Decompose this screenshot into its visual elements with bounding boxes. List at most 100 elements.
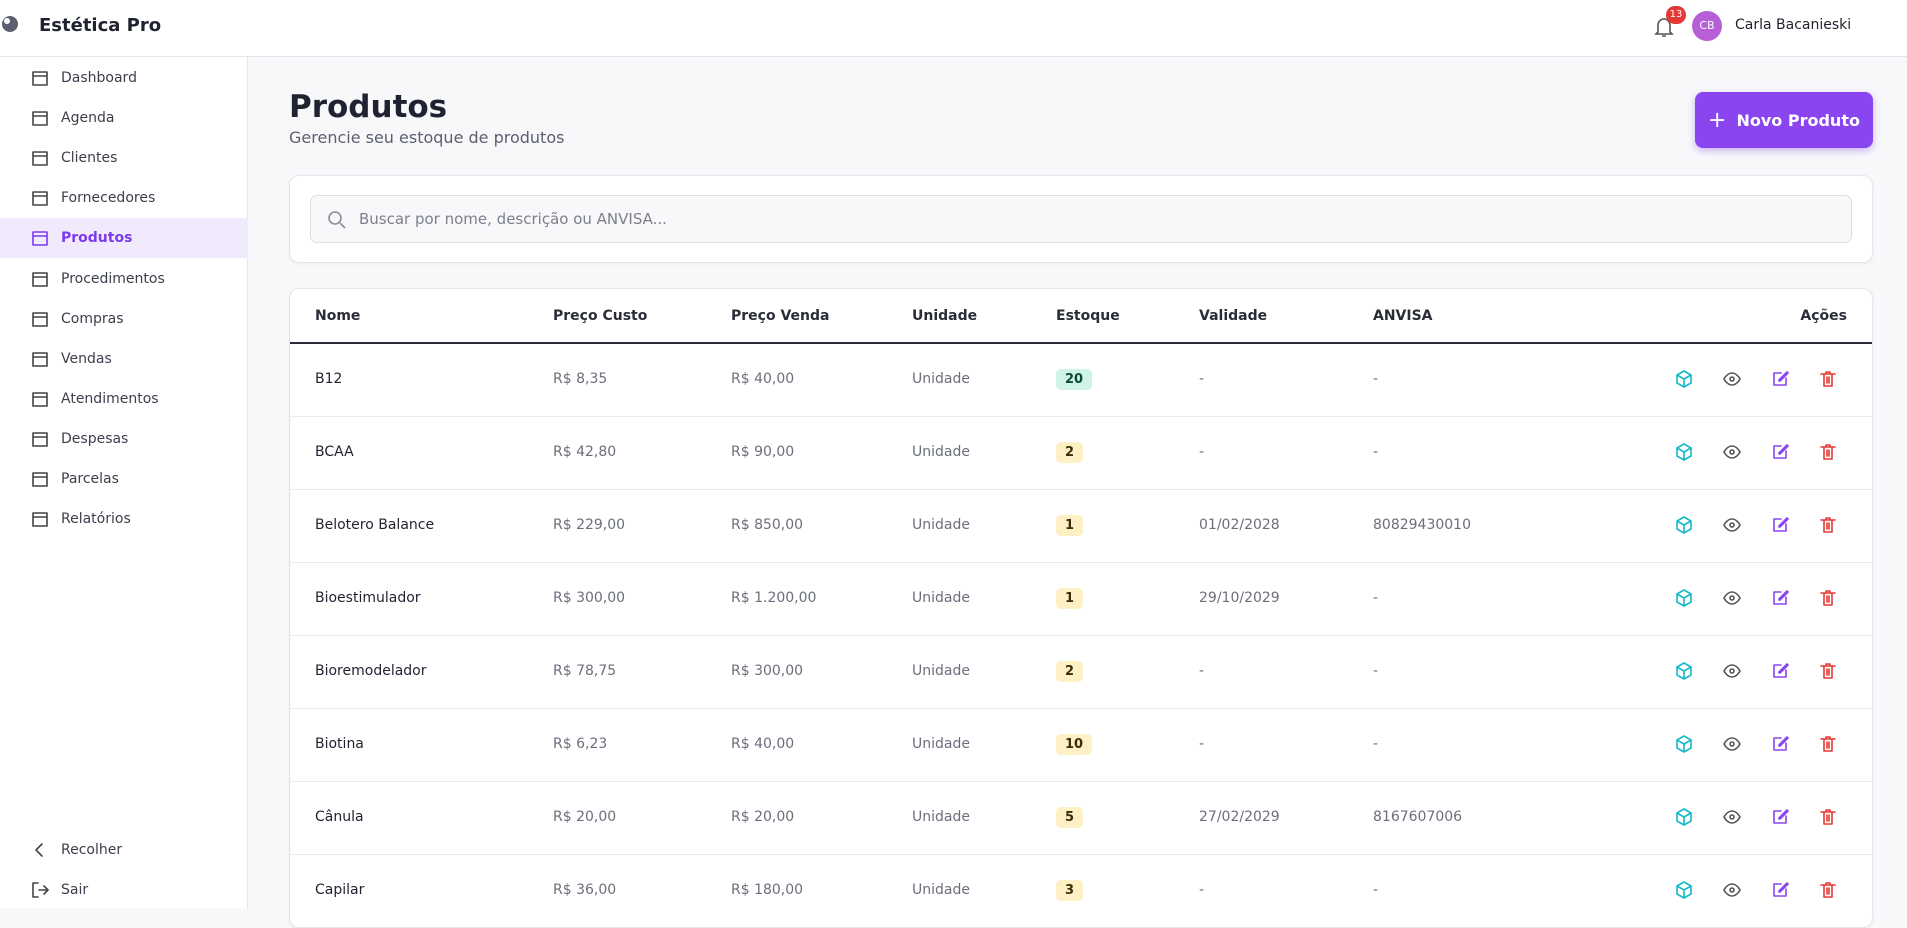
row-action[interactable] [1674,807,1694,831]
nav-item[interactable]: Clientes [0,138,248,178]
icon [1676,662,1692,680]
nav-item[interactable]: Agenda [0,98,248,138]
icon [32,71,48,86]
logo [2,16,18,32]
table-cell: - [1373,590,1379,606]
row-action[interactable] [1722,515,1742,539]
row-action[interactable] [1770,880,1790,904]
row-action[interactable] [1770,588,1790,612]
row-action[interactable] [1674,734,1694,758]
row-action[interactable] [1770,661,1790,685]
plus-icon: + [1708,107,1727,133]
brand: Estética Pro [39,15,162,36]
nav-item[interactable]: Fornecedores [0,178,248,218]
user-name[interactable]: Carla Bacanieski [1735,17,1852,33]
table-cell: - [1373,736,1379,752]
icon [32,151,48,166]
row-action[interactable] [1818,369,1838,393]
row-action[interactable] [1722,661,1742,685]
row-action[interactable] [1722,588,1742,612]
nav-item[interactable]: Procedimentos [0,259,248,299]
icon [32,351,48,367]
stock-badge: 1 [1056,515,1084,536]
row-divider [290,562,1872,563]
table-cell: Biotina [315,736,364,752]
row-action[interactable] [1674,515,1694,539]
row-action[interactable] [1818,442,1838,466]
row-action[interactable] [1818,661,1838,685]
page: Estética Pro {"header":{"brand":"Estétic… [0,6,1907,928]
stock-cell: 20 [1056,369,1093,390]
icon [35,843,43,857]
row-action[interactable] [1818,734,1838,758]
search-input[interactable]: Buscar por nome, descrição ou ANVISA... [310,195,1852,243]
row-action[interactable] [1722,734,1742,758]
table-cell: - [1199,663,1205,679]
nav-item[interactable]: Atendimentos [0,379,248,419]
row-action[interactable] [1722,880,1742,904]
nav-label: Relatórios [61,511,131,528]
row-action[interactable] [1674,588,1694,612]
icon [1820,590,1836,606]
avatar[interactable]: CB [1692,11,1722,41]
icon [1773,517,1789,532]
nav-label: Procedimentos [61,270,165,287]
table-cell: R$ 20,00 [553,809,617,825]
table-cell: R$ 78,75 [553,663,617,679]
nav-item[interactable]: Produtos [0,218,248,259]
row-action[interactable] [1674,442,1694,466]
table-cell: B12 [315,371,343,387]
table-cell: BCAA [315,444,354,460]
table-cell: - [1199,444,1205,460]
icon [1820,517,1836,533]
icon [1676,443,1692,461]
search-card: Buscar por nome, descrição ou ANVISA... [289,175,1873,263]
row-action[interactable] [1770,807,1790,831]
nav-item[interactable]: Sair [0,870,248,910]
table-cell: Unidade [912,736,970,752]
icon [1820,882,1836,898]
row-action[interactable] [1674,880,1694,904]
row-action[interactable] [1818,807,1838,831]
row-divider [290,635,1872,636]
table-cell: 80829430010 [1373,517,1471,533]
column-header: Unidade [912,308,978,324]
table-cell: 01/02/2028 [1199,517,1280,533]
nav-item[interactable]: Parcelas [0,459,248,499]
nav-label: Recolher [61,842,123,858]
row-action[interactable] [1722,807,1742,831]
row-action[interactable] [1722,369,1742,393]
nav-item[interactable]: Vendas [0,339,248,379]
column-header: Preço Venda [731,308,830,324]
nav-item[interactable]: Dashboard [0,58,248,98]
nav-label: Vendas [61,350,112,367]
nav-item[interactable]: Relatórios [0,499,248,539]
row-action[interactable] [1818,515,1838,539]
stock-cell: 3 [1056,880,1084,901]
column-header: ANVISA [1373,308,1433,324]
row-action[interactable] [1770,442,1790,466]
new-product-button[interactable]: + Novo Produto [1695,92,1873,148]
row-action[interactable] [1722,442,1742,466]
nav-item[interactable]: Recolher [0,830,248,870]
table-cell: R$ 850,00 [731,517,804,533]
nav-item[interactable]: Despesas [0,419,248,459]
table-cell: - [1373,882,1379,898]
row-action[interactable] [1770,515,1790,539]
nav-label: Atendimentos [61,390,159,407]
table-cell: Bioestimulador [315,590,421,606]
nav-item[interactable]: Compras [0,299,248,339]
row-action[interactable] [1674,369,1694,393]
icon [32,882,49,898]
table-cell: Capilar [315,882,365,898]
table-cell: Belotero Balance [315,517,435,533]
icon [32,271,48,287]
nav-label: Compras [61,310,124,327]
row-action[interactable] [1818,588,1838,612]
row-action[interactable] [1770,369,1790,393]
icon [32,111,48,126]
row-action[interactable] [1818,880,1838,904]
row-action[interactable] [1674,661,1694,685]
search-icon [328,211,346,229]
row-action[interactable] [1770,734,1790,758]
